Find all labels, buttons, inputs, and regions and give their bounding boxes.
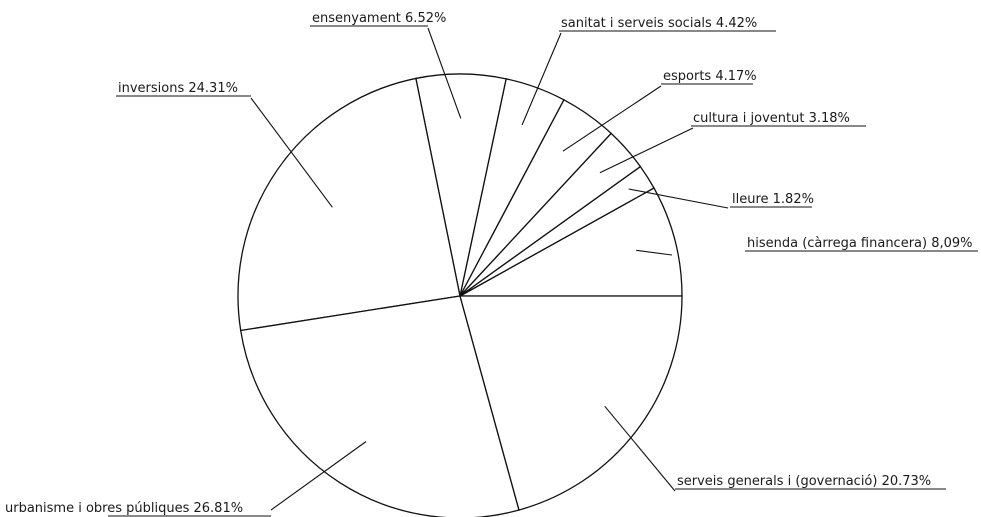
pie-slice-7 [237, 77, 461, 332]
leader-line-9 [604, 405, 676, 492]
leader-line-5 [521, 32, 562, 126]
slice-label-2: lleure 1.82% [732, 192, 814, 207]
slice-label-5: sanitat i serveis socials 4.42% [561, 16, 757, 31]
slice-label-7: inversions 24.31% [118, 81, 238, 96]
leader-line-4 [562, 85, 662, 152]
slice-label-3: cultura i joventut 3.18% [693, 111, 850, 126]
slice-label-9: serveis generals i (governació) 20.73% [677, 474, 931, 489]
slice-label-1: hisenda (càrrega financera) 8,09% [747, 236, 973, 251]
pie-slice-1 [457, 187, 683, 297]
leader-line-1 [636, 249, 673, 256]
leader-line-2 [628, 188, 729, 209]
slice-label-6: ensenyament 6.52% [312, 11, 446, 26]
leader-line-8 [270, 441, 367, 511]
leader-line-7 [250, 97, 333, 208]
slice-label-4: esports 4.17% [663, 69, 757, 84]
pie-slice-8 [239, 295, 520, 517]
slice-label-8: urbanisme i obres públiques 26.81% [5, 501, 243, 516]
leader-line-3 [599, 127, 694, 174]
leader-line-6 [427, 27, 462, 119]
pie-slice-9 [459, 295, 683, 511]
